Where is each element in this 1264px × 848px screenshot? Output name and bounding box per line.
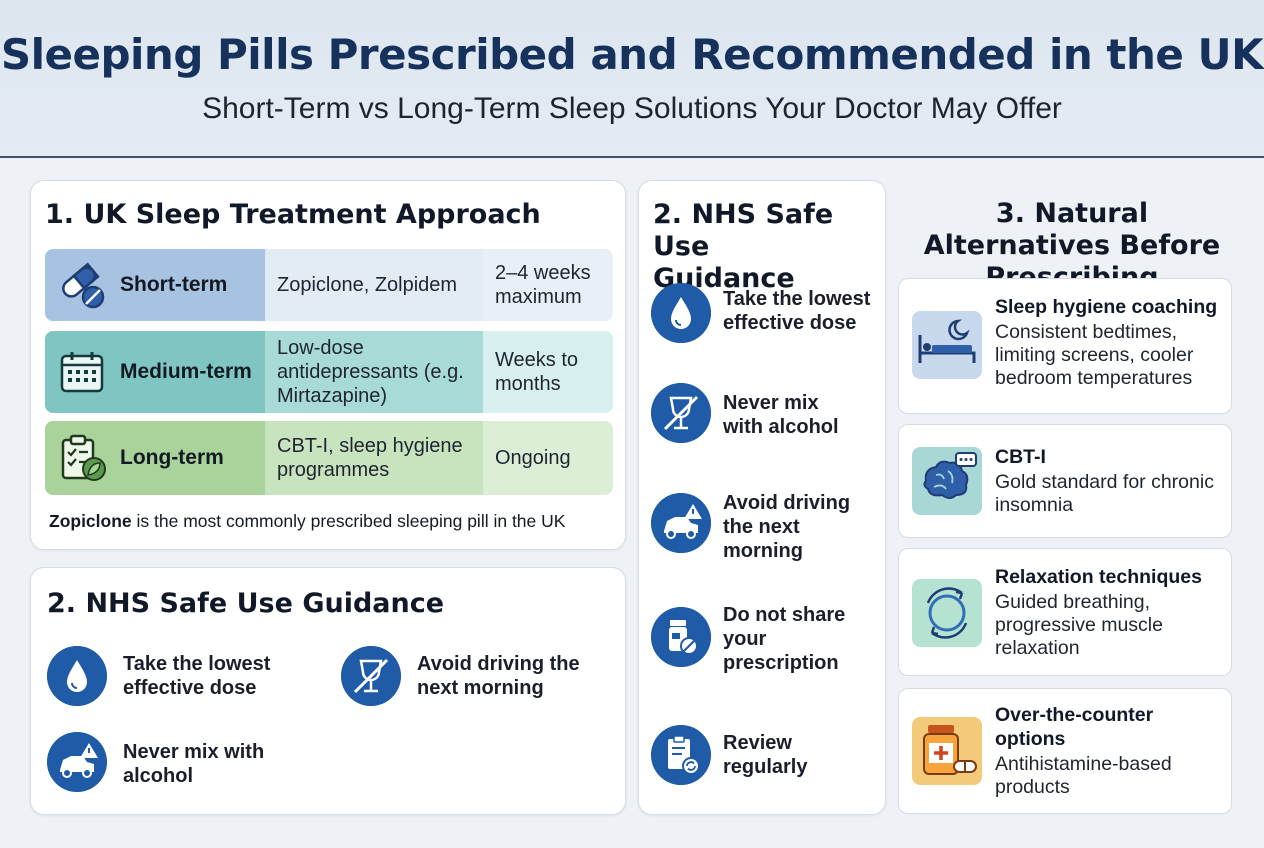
bed-moon-icon (912, 311, 982, 379)
alternative-title: Relaxation techniques (995, 566, 1202, 588)
guidance-item-label: Take the lowest effective dose (123, 653, 271, 699)
alternative-title: CBT-I (995, 446, 1046, 468)
pills-icon (62, 262, 105, 309)
header: Sleeping Pills Prescribed and Recommende… (0, 0, 1264, 158)
treatment-row-long: Long-term CBT-I, sleep hygiene programme… (45, 421, 613, 495)
breathing-cycle-icon (912, 579, 982, 647)
alternative-desc: Consistent bedtimes, limiting screens, c… (995, 321, 1194, 389)
drop-icon (47, 646, 107, 706)
guidance-side-item-label: Take the lowest effective dose (723, 288, 871, 334)
duration-label: Weeks to months (495, 349, 578, 395)
brain-chat-icon (912, 447, 982, 515)
guidance-side-item-label: Do not share your prescription (723, 604, 846, 674)
alternative-title: Sleep hygiene coaching (995, 296, 1218, 318)
treatment-approach-title: 1. UK Sleep Treatment Approach (45, 199, 541, 230)
term-label: Medium-term (120, 360, 252, 383)
note-text: is the most commonly prescribed sleeping… (131, 511, 566, 531)
note-bold: Zopiclone (49, 511, 132, 531)
drugs-label: CBT-I, sleep hygiene programmes (277, 435, 463, 481)
page-title: Sleeping Pills Prescribed and Recommende… (0, 30, 1264, 79)
guidance-card-bottom: 2. NHS Safe Use Guidance Take the lowest… (30, 567, 626, 815)
page-subtitle: Short-Term vs Long-Term Sleep Solutions … (202, 92, 1062, 125)
alternative-item: Sleep hygiene coaching Consistent bedtim… (898, 278, 1232, 414)
calendar-icon (60, 352, 104, 393)
guidance-item-label: Never mix with alcohol (123, 741, 265, 787)
no-alcohol-icon (341, 646, 401, 706)
treatment-row-medium: Medium-term Low-dose antidepressants (e.… (45, 331, 613, 413)
guidance-side-item-label: Review regularly (723, 732, 808, 778)
medicine-bottle-icon (912, 717, 982, 785)
drugs-label: Zopiclone, Zolpidem (277, 274, 458, 296)
guidance-card-side: 2. NHS Safe Use Guidance Take the lowest… (638, 180, 886, 815)
guidance-side-item-label: Never mix with alcohol (723, 392, 839, 438)
duration-label: Ongoing (495, 447, 571, 469)
guidance-title: 2. NHS Safe Use Guidance (47, 588, 445, 619)
clipboard-leaf-icon (61, 434, 106, 481)
alternative-desc: Antihistamine-based products (995, 753, 1172, 798)
treatment-row-short: Short-term Zopiclone, Zolpidem 2–4 weeks… (45, 249, 613, 321)
alternative-item: Relaxation techniques Guided breathing, … (898, 548, 1232, 676)
alternative-item: CBT-I Gold standard for chronic insomnia (898, 424, 1232, 538)
pill-bottle-no-icon (651, 607, 711, 667)
alternative-desc: Guided breathing, progressive muscle rel… (995, 591, 1163, 659)
guidance-side-title: 2. NHS Safe Use Guidance (653, 199, 834, 294)
car-warning-icon (47, 732, 107, 792)
clipboard-refresh-icon (651, 725, 711, 785)
term-label: Long-term (120, 446, 224, 469)
duration-label: 2–4 weeks maximum (495, 262, 591, 308)
no-alcohol-icon (651, 383, 711, 443)
treatment-approach-card: 1. UK Sleep Treatment Approach Short-ter… (30, 180, 626, 550)
drop-icon (651, 283, 711, 343)
car-warning-icon (651, 493, 711, 553)
alternative-item: Over-the-counter options Antihistamine-b… (898, 688, 1232, 814)
guidance-item-label: Avoid driving the next morning (417, 653, 580, 699)
zopiclone-note: Zopiclone is the most commonly prescribe… (49, 511, 565, 532)
term-label: Short-term (120, 273, 228, 296)
alternative-title: Over-the-counter options (995, 704, 1154, 750)
alternative-desc: Gold standard for chronic insomnia (995, 471, 1214, 516)
alternatives-panel: 3. Natural Alternatives Before Prescribi… (886, 180, 1248, 820)
drugs-label: Low-dose antidepressants (e.g. Mirtazapi… (277, 337, 464, 407)
guidance-side-item-label: Avoid driving the next morning (723, 492, 851, 562)
